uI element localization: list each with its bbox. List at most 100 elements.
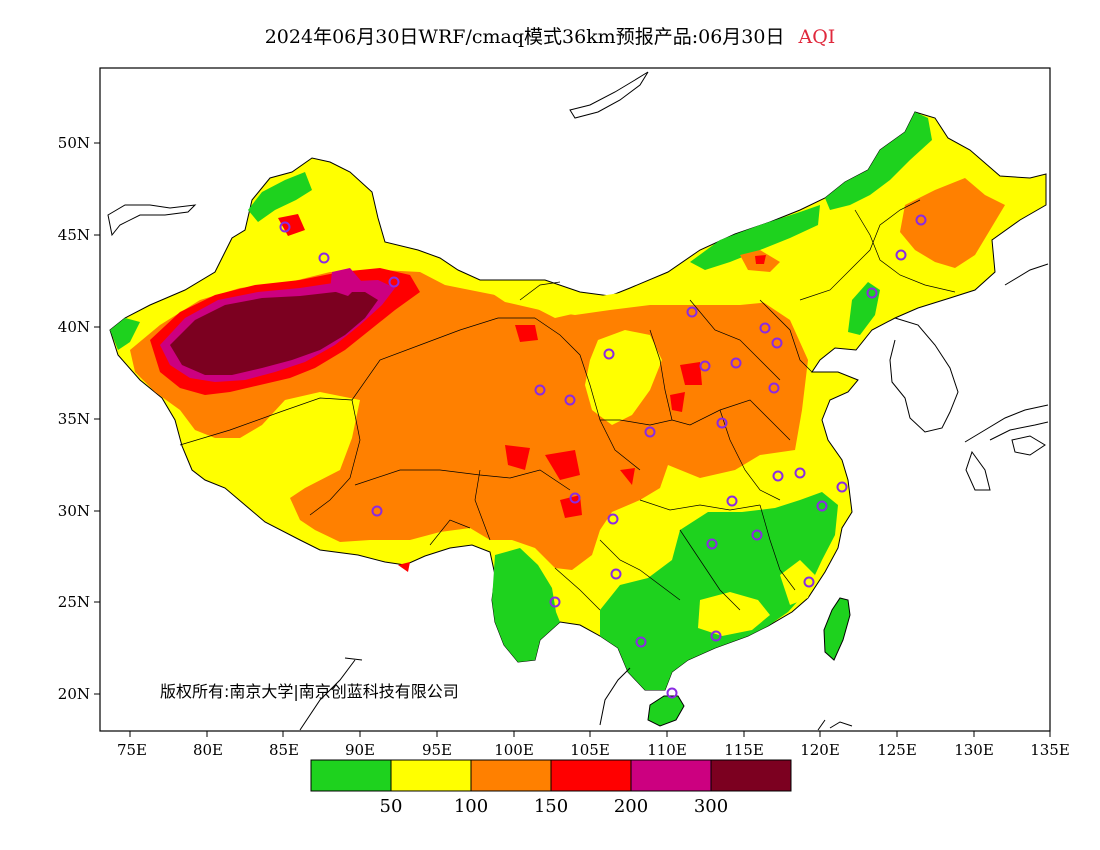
- aqi-yellow-patch-south: [698, 592, 770, 636]
- aqi-red-spot-central-4: [620, 468, 635, 485]
- coastline-balkhash-lake: [107, 204, 197, 237]
- legend-label: 50: [380, 796, 403, 817]
- legend-swatch-good: [310, 759, 392, 792]
- longitude-labels: 75E 80E 85E 90E 95E 100E 105E 110E 115E …: [117, 741, 1070, 759]
- map-content: 版权所有:南京大学|南京创蓝科技有限公司: [107, 71, 1049, 731]
- lon-label: 80E: [193, 741, 223, 759]
- city-marker: [610, 568, 622, 580]
- aqi-magenta-region-turpan: [330, 268, 362, 296]
- city-marker: [772, 470, 784, 482]
- aqi-green-region-inner-mongolia: [690, 205, 820, 270]
- city-marker: [279, 221, 291, 233]
- aqi-maroon-region-tarim: [170, 292, 378, 375]
- lon-label: 100E: [494, 741, 534, 759]
- lon-label: 130E: [954, 741, 994, 759]
- aqi-red-spot-central-1: [505, 445, 530, 470]
- city-marker: [635, 636, 647, 648]
- city-marker: [771, 337, 783, 349]
- legend-swatch-moderate: [390, 759, 472, 792]
- city-marker: [866, 287, 878, 299]
- aqi-red-spot-shanxi: [670, 392, 685, 412]
- aqi-red-spot-central-2: [545, 450, 580, 480]
- copyright-text: 版权所有:南京大学|南京创蓝科技有限公司: [160, 682, 459, 701]
- map-title: 2024年06月30日WRF/cmaq模式36km预报产品:06月30日 AQI: [0, 22, 1100, 49]
- lon-label: 115E: [724, 741, 764, 759]
- city-marker: [666, 687, 678, 699]
- city-marker: [816, 500, 828, 512]
- lon-label: 105E: [570, 741, 610, 759]
- aqi-green-region-far-west: [110, 318, 140, 350]
- city-marker: [564, 394, 576, 406]
- lon-label: 110E: [647, 741, 687, 759]
- lat-label: 35N: [58, 410, 90, 428]
- lon-label: 85E: [269, 741, 299, 759]
- longitude-axis: [129, 731, 1051, 737]
- aqi-red-spot-northwest: [278, 214, 305, 236]
- city-marker: [726, 495, 738, 507]
- aqi-green-region-south: [492, 548, 560, 662]
- city-marker: [607, 513, 619, 525]
- city-marker: [794, 467, 806, 479]
- province-boundaries: [179, 199, 956, 611]
- title-text: 2024年06月30日WRF/cmaq模式36km预报产品:06月30日: [264, 26, 785, 48]
- aqi-yellow-region-ne-band: [475, 225, 880, 315]
- city-marker: [388, 276, 400, 288]
- city-marker: [549, 596, 561, 608]
- lon-label: 75E: [117, 741, 147, 759]
- coastline-bay-of-bengal: [299, 657, 363, 731]
- city-marker: [915, 214, 927, 226]
- city-marker: [686, 306, 698, 318]
- lat-label: 50N: [58, 134, 90, 152]
- city-markers: [279, 214, 927, 699]
- coastline-vietnam: [599, 667, 631, 726]
- aqi-green-region-northeast: [825, 112, 932, 210]
- city-marker: [371, 505, 383, 517]
- city-marker: [603, 348, 615, 360]
- aqi-red-spot-yunnan: [398, 562, 410, 572]
- lon-label: 120E: [800, 741, 840, 759]
- aqi-orange-region-northeast: [900, 178, 1005, 268]
- aqi-green-region-liaoning: [848, 282, 880, 335]
- city-marker: [803, 576, 815, 588]
- lat-label: 25N: [58, 593, 90, 611]
- aqi-green-region-altai: [248, 172, 312, 222]
- legend-swatch-unhealthy: [550, 759, 632, 792]
- city-marker: [751, 529, 763, 541]
- city-marker: [318, 252, 330, 264]
- aqi-red-spot-ningxia: [515, 325, 538, 342]
- city-marker: [644, 426, 656, 438]
- hainan-island: [647, 695, 685, 727]
- lat-label: 20N: [58, 685, 90, 703]
- legend-label: 150: [534, 796, 568, 817]
- coastline-baikal-lake: [569, 71, 649, 119]
- legend-label: 100: [454, 796, 488, 817]
- latitude-labels: 20N 25N 30N 35N 40N 45N 50N: [58, 134, 90, 703]
- aqi-red-spot-north-china: [680, 362, 702, 385]
- aqi-legend: 50 100 150 200 300: [310, 759, 792, 817]
- latitude-axis: [94, 142, 100, 695]
- lat-label: 30N: [58, 502, 90, 520]
- taiwan-island: [823, 597, 851, 661]
- map-frame: [99, 67, 1051, 732]
- lon-label: 95E: [422, 741, 452, 759]
- legend-label: 300: [694, 796, 728, 817]
- city-marker: [569, 492, 581, 504]
- city-marker: [730, 357, 742, 369]
- lon-label: 125E: [877, 741, 917, 759]
- title-variable: AQI: [798, 26, 836, 48]
- legend-label: 200: [614, 796, 648, 817]
- legend-swatch-very-unhealthy: [630, 759, 712, 792]
- city-marker: [836, 481, 848, 493]
- aqi-yellow-patch-coast: [780, 560, 815, 605]
- coastline-korea: [889, 317, 959, 433]
- legend-swatch-hazardous: [710, 759, 792, 792]
- city-marker: [895, 249, 907, 261]
- city-marker: [716, 417, 728, 429]
- coastline-japan: [964, 263, 1049, 491]
- city-marker: [699, 360, 711, 372]
- city-marker: [534, 384, 546, 396]
- lon-label: 135E: [1030, 741, 1070, 759]
- city-marker: [706, 538, 718, 550]
- city-marker: [768, 382, 780, 394]
